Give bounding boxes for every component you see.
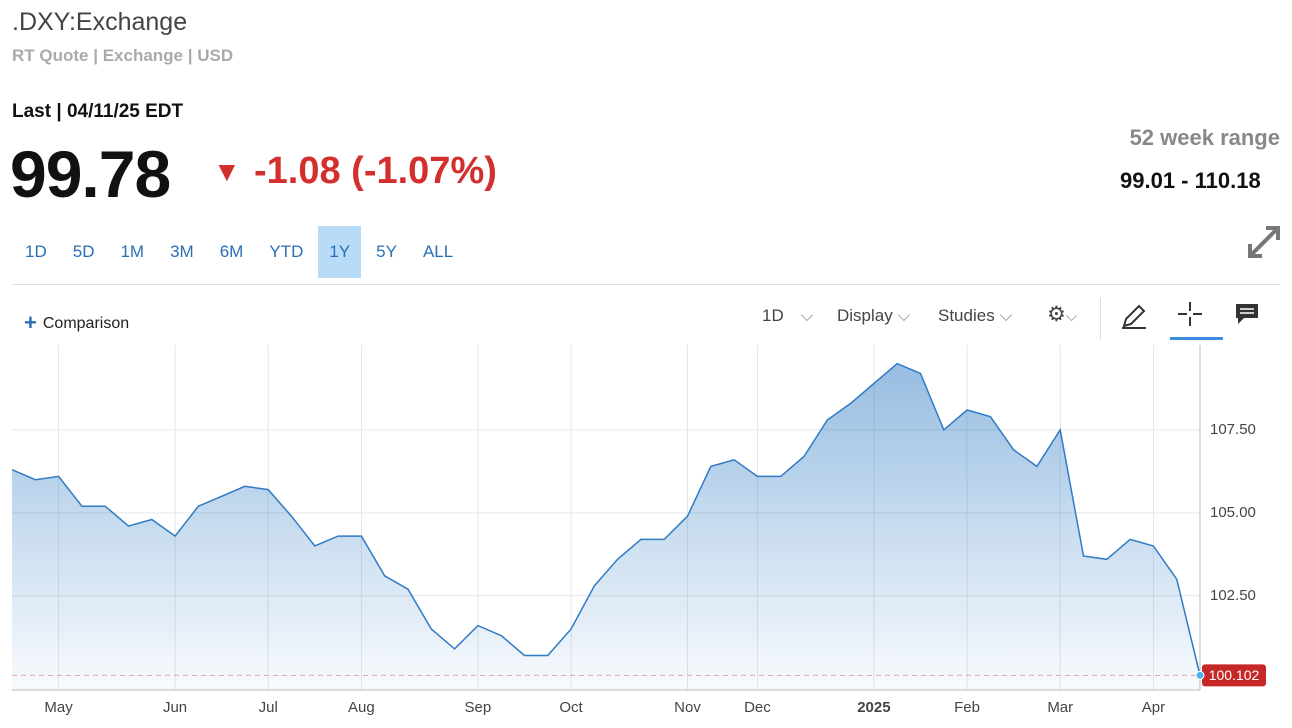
x-tick-label: Dec	[744, 699, 771, 716]
range-tab[interactable]: 3M	[170, 242, 194, 261]
x-tick-label: Mar	[1047, 699, 1073, 716]
price-line	[11, 362, 1201, 676]
range-tab[interactable]: 1M	[120, 242, 145, 261]
range-tab[interactable]: YTD	[269, 242, 304, 261]
comment-button[interactable]	[1234, 302, 1262, 326]
range-label: 52 week range	[1129, 125, 1280, 150]
range-tab[interactable]: 5Y	[376, 242, 397, 261]
crosshair-button[interactable]	[1176, 300, 1204, 328]
divider	[12, 284, 1280, 285]
y-tick-label: 105.00	[1210, 504, 1256, 521]
range-tab[interactable]: 5D	[72, 242, 95, 261]
x-tick-label: Oct	[559, 699, 583, 716]
active-underline	[1170, 337, 1223, 340]
symbol: .DXY:Exchange	[12, 8, 188, 36]
comparison-label: Comparison	[42, 315, 130, 332]
x-tick-label: Aug	[348, 699, 375, 716]
display-button[interactable]: Display ⌵	[837, 306, 911, 325]
display-label: Display	[837, 306, 893, 325]
interval-label: 1D	[762, 306, 784, 325]
area-fill	[12, 363, 1200, 690]
settings-button[interactable]: ⚙⌵	[1047, 303, 1078, 326]
comparison-button[interactable]: + Comparison	[24, 310, 130, 335]
range-tab[interactable]: ALL	[422, 242, 454, 261]
range-tabs: 1D 5D 1M 3M 6M YTD 1Y 5Y ALL	[14, 226, 468, 278]
range-tab[interactable]: 1D	[25, 242, 47, 261]
x-tick-label: Nov	[674, 699, 701, 716]
range-tab[interactable]: 1Y	[318, 226, 362, 278]
last-value-label: 100.102	[1209, 667, 1260, 683]
y-tick-label: 107.50	[1210, 421, 1256, 438]
draw-button[interactable]	[1120, 302, 1148, 330]
separator	[1100, 298, 1101, 340]
last-value-box	[1202, 664, 1266, 687]
range-value: 99.01 - 110.18	[1120, 168, 1261, 193]
interval-button[interactable]: 1D ⌵	[762, 306, 814, 325]
x-tick-label: Feb	[954, 699, 980, 716]
studies-label: Studies	[938, 306, 995, 325]
subtitle: RT Quote | Exchange | USD	[12, 46, 234, 65]
x-tick-label: Apr	[1142, 699, 1165, 716]
y-tick-label: 102.50	[1210, 587, 1256, 604]
x-tick-label: Sep	[465, 699, 492, 716]
x-tick-label: 2025	[857, 699, 890, 716]
change: -1.08 (-1.07%)	[254, 150, 497, 192]
expand-icon[interactable]	[1246, 224, 1282, 260]
x-tick-label: Jun	[163, 699, 187, 716]
chart: 102.50 105.00 107.50 May Jun Jul Aug Sep Oct Nov D…	[11, 345, 1266, 716]
last-point	[1195, 670, 1205, 680]
price: 99.78	[10, 137, 171, 211]
x-tick-label: Jul	[259, 699, 278, 716]
range-tab[interactable]: 6M	[219, 242, 244, 261]
last-label: Last | 04/11/25 EDT	[12, 101, 184, 122]
x-tick-label: May	[44, 699, 73, 716]
down-arrow: ▼	[213, 156, 241, 187]
studies-button[interactable]: Studies ⌵	[938, 306, 1013, 325]
